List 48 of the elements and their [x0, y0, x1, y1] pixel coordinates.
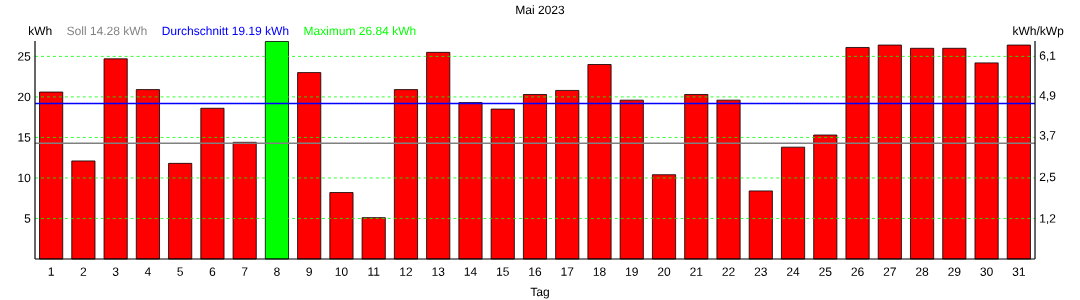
x-tick-label: 17	[561, 267, 574, 276]
x-tick-label: 22	[722, 267, 735, 276]
x-tick-label: 2	[80, 267, 87, 276]
x-tick-label: 15	[496, 267, 509, 276]
x-tick-label: 23	[754, 267, 767, 276]
y2-axis-title: kWh/kWp	[1013, 26, 1064, 38]
x-tick-label: 26	[851, 267, 864, 276]
x-tick-label: 18	[593, 267, 606, 276]
x-tick-label: 7	[241, 267, 248, 276]
y2-tick-label: 3,7	[1039, 131, 1056, 141]
y2-tick-label: 6,1	[1039, 51, 1056, 62]
y-tick-label: 10	[18, 173, 31, 183]
x-tick-label: 14	[464, 267, 477, 276]
x-tick-label: 21	[690, 267, 703, 276]
y2-tick-label: 1,2	[1040, 214, 1056, 225]
y-tick-label: 5	[24, 214, 31, 223]
y-tick-label: 15	[18, 133, 31, 142]
x-tick-label: 16	[529, 267, 542, 276]
x-tick-label: 8	[274, 267, 280, 276]
x-tick-label: 13	[432, 267, 445, 276]
x-tick-label: 6	[209, 267, 216, 276]
x-tick-label: 31	[1012, 267, 1025, 276]
x-tick-label: 27	[883, 267, 896, 276]
x-tick-label: 19	[626, 267, 638, 276]
chart-title: Mai 2023	[516, 5, 565, 15]
x-tick-label: 3	[112, 267, 119, 276]
x-tick-label: 11	[368, 267, 380, 276]
ref-line-label: Durchschnitt 19.19 kWh	[162, 26, 289, 36]
x-tick-label: 20	[657, 267, 671, 276]
y-tick-label: 20	[18, 92, 31, 102]
y2-tick-label: 2,5	[1039, 172, 1056, 183]
x-tick-label: 25	[819, 267, 832, 276]
x-tick-label: 9	[306, 267, 312, 276]
y-axis-title: kWh	[29, 26, 52, 35]
ref-line-label: Soll 14.28 kWh	[67, 26, 147, 36]
x-axis-title: Tag	[530, 287, 549, 299]
x-tick-label: 29	[948, 267, 961, 276]
x-tick-label: 10	[335, 267, 348, 276]
text: Maximum 26.84 kWh	[304, 26, 416, 36]
x-tick-label: 28	[916, 267, 929, 276]
x-tick-label: 30	[980, 267, 993, 276]
x-tick-label: 1	[48, 267, 54, 276]
x-tick-label: 4	[144, 267, 151, 276]
x-tick-label: 24	[786, 267, 800, 276]
y-tick-label: 25	[18, 52, 31, 61]
x-tick-label: 12	[400, 267, 413, 276]
x-tick-label: 5	[177, 267, 183, 276]
y2-tick-label: 4,9	[1039, 91, 1056, 102]
